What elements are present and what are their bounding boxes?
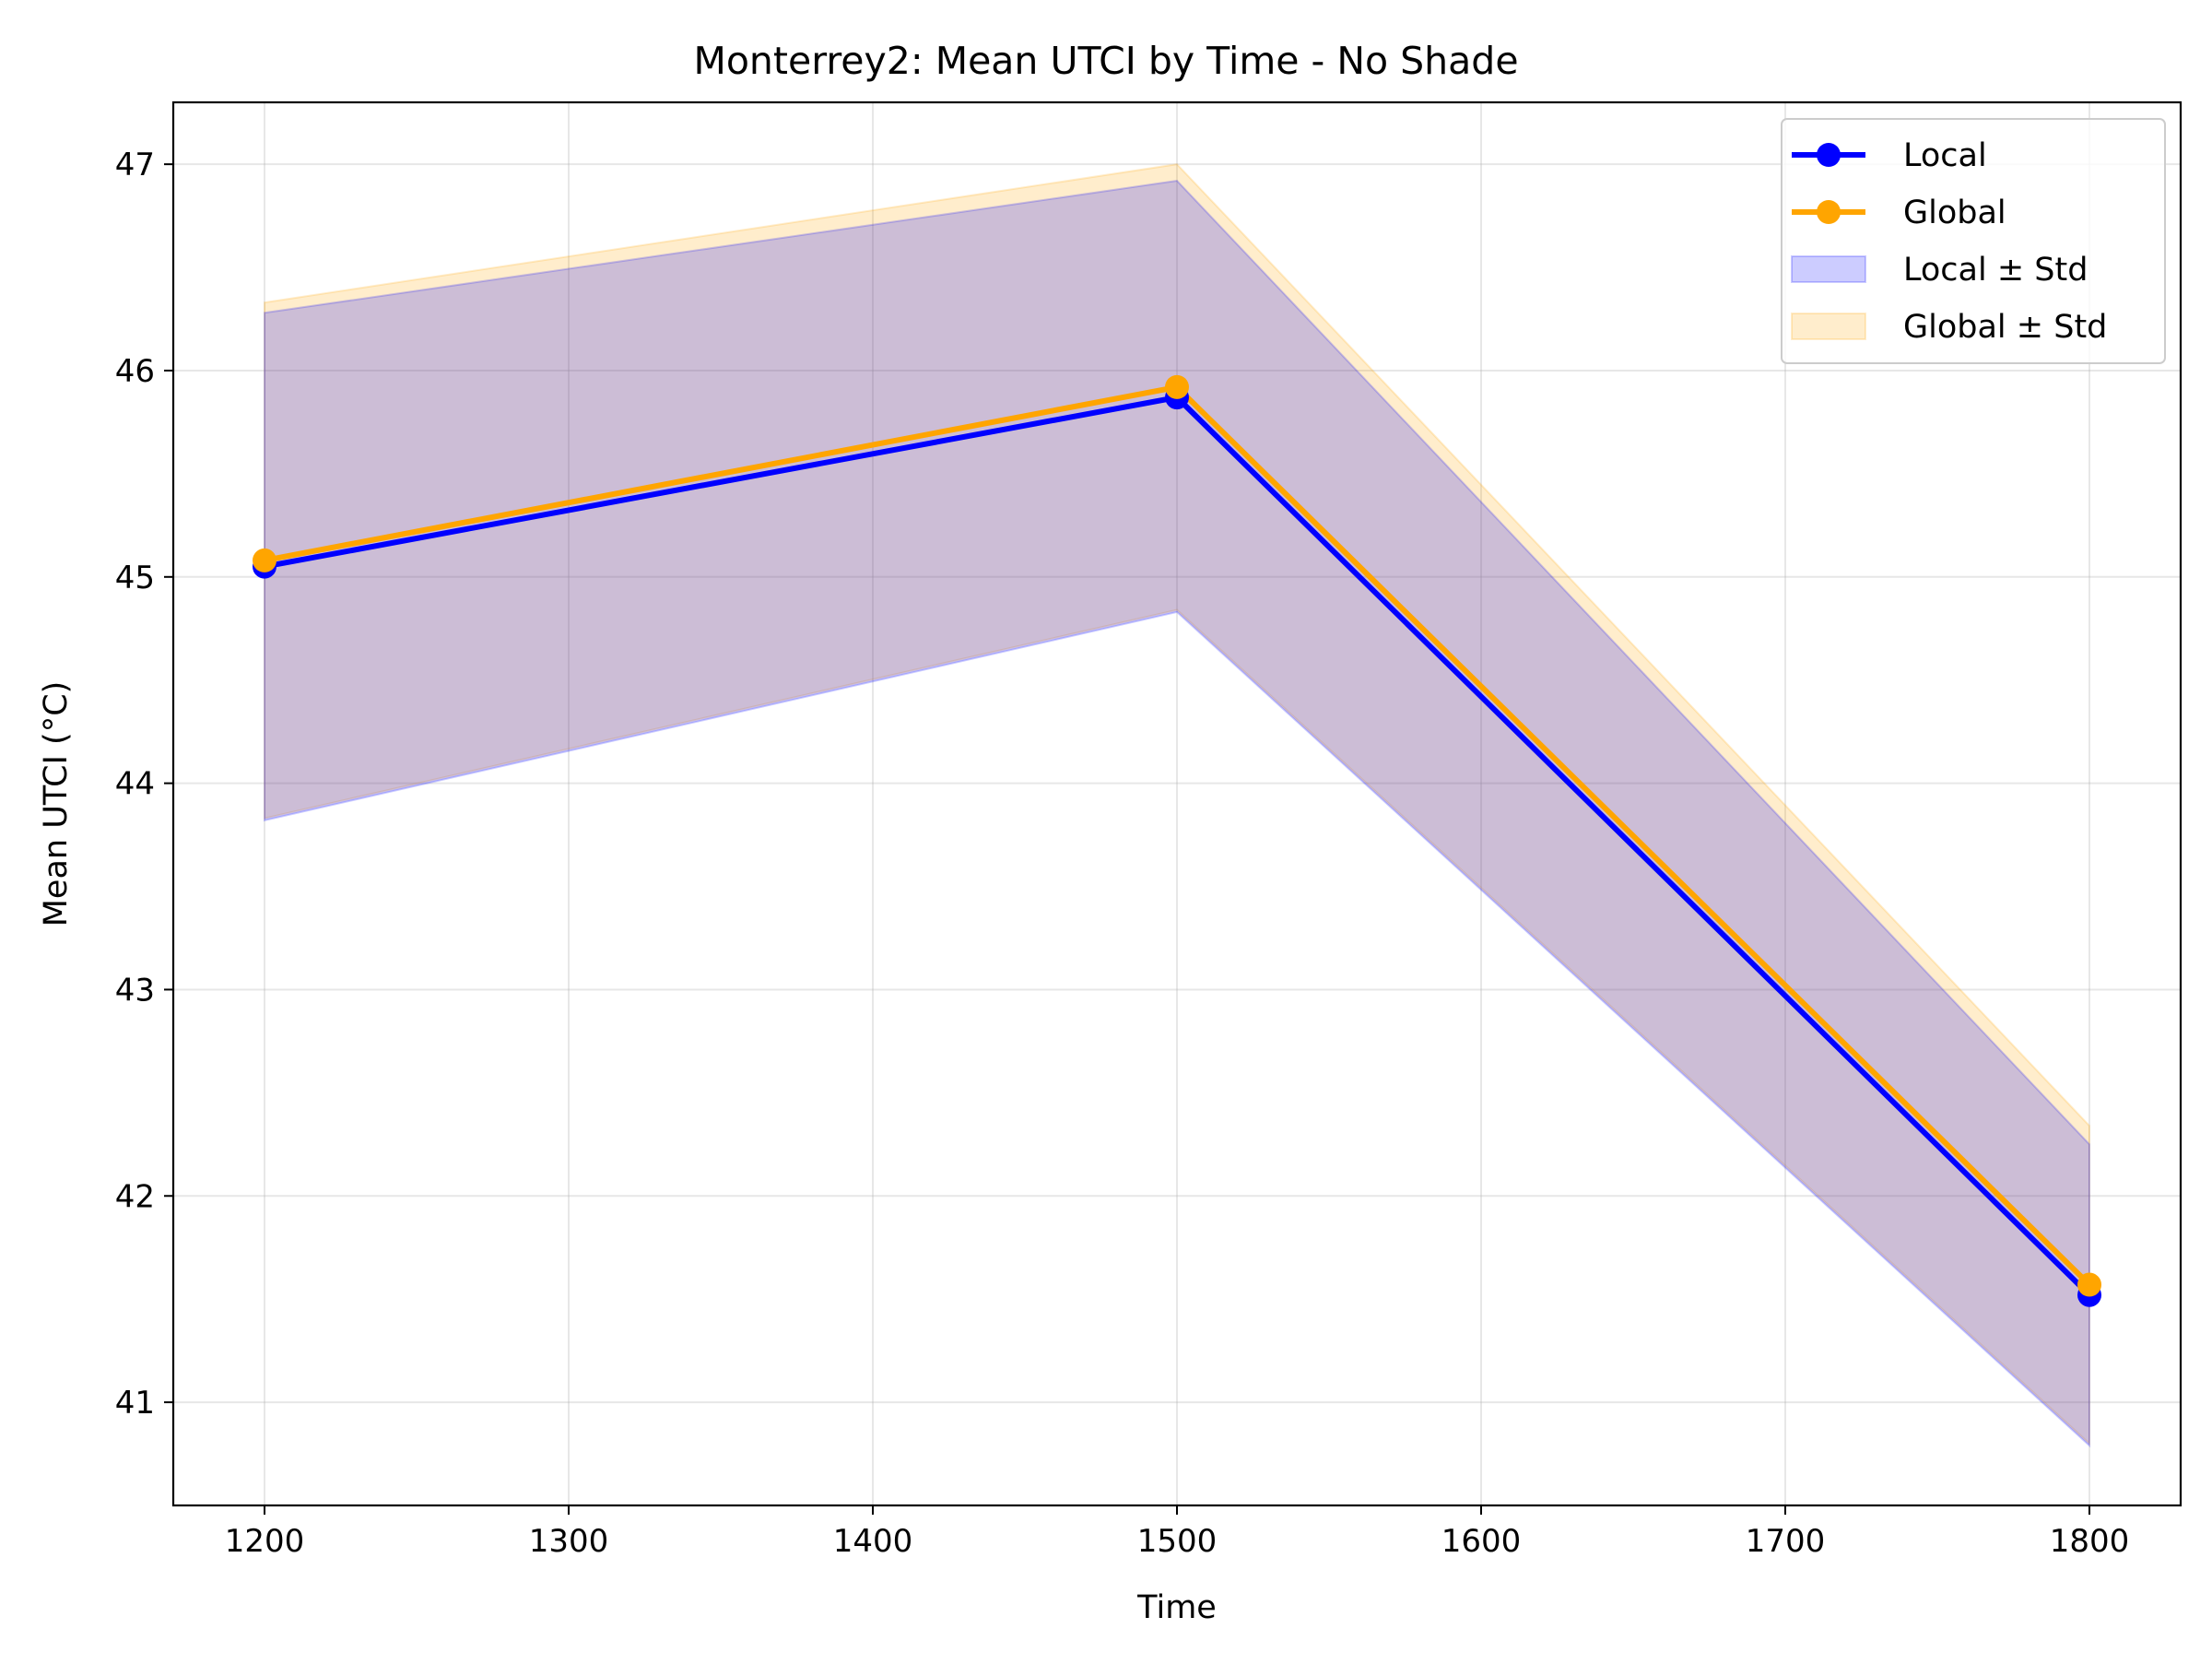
y-tick-label: 43: [115, 972, 155, 1009]
y-tick-label: 41: [115, 1385, 155, 1422]
series-markers: [253, 374, 2101, 1307]
y-tick-label: 42: [115, 1178, 155, 1215]
std-band-local: [264, 179, 2090, 1448]
x-tick-label: 1200: [225, 1523, 305, 1560]
legend-swatch-band: [1791, 255, 1866, 283]
y-tick-label: 44: [115, 766, 155, 803]
legend-marker-global: [1817, 200, 1841, 224]
x-tick-label: 1800: [2050, 1523, 2130, 1560]
x-tick-label: 1600: [1441, 1523, 1522, 1560]
chart-title: Monterrey2: Mean UTCI by Time - No Shade: [693, 39, 1518, 83]
data-point-global: [1165, 374, 1189, 399]
legend: Local Global Local ± Std Global ± Std: [1781, 118, 2166, 364]
legend-label: Local ± Std: [1903, 252, 2088, 289]
x-tick-label: 1700: [1746, 1523, 1826, 1560]
legend-swatch-band: [1791, 313, 1866, 340]
legend-label: Global: [1903, 195, 2006, 231]
legend-marker-local: [1817, 143, 1841, 167]
legend-box: [1781, 118, 2166, 364]
legend-label: Global ± Std: [1903, 309, 2107, 346]
y-tick-label: 46: [115, 353, 155, 390]
x-axis-label: Time: [1136, 1589, 1217, 1626]
x-axis-ticks: 1200 1300 1400 1500 1600 1700 1800: [225, 1505, 2130, 1560]
y-axis-label: Mean UTCI (°C): [38, 681, 75, 927]
grid: [173, 102, 2181, 1505]
x-tick-label: 1300: [529, 1523, 609, 1560]
x-tick-label: 1500: [1137, 1523, 1218, 1560]
data-point-global: [253, 548, 276, 572]
y-axis-ticks: 41 42 43 44 45 46 47: [115, 147, 173, 1422]
x-tick-label: 1400: [833, 1523, 913, 1560]
y-tick-label: 47: [115, 147, 155, 183]
data-point-global: [2077, 1272, 2101, 1297]
y-tick-label: 45: [115, 560, 155, 596]
legend-label: Local: [1903, 137, 1987, 174]
